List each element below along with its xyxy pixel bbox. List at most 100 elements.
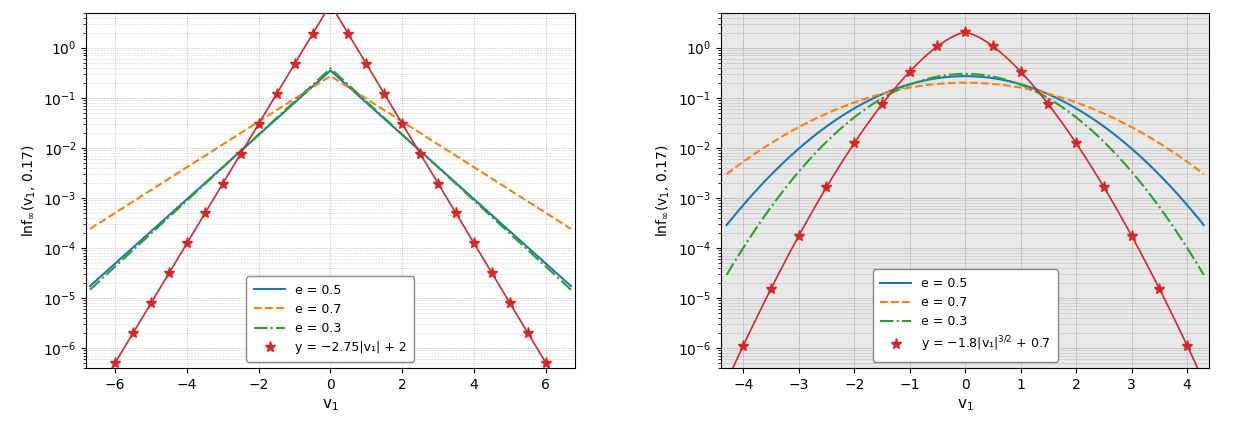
e = 0.3 <box>939 73 954 78</box>
e = 0.5 <box>951 74 966 79</box>
e = 0.7 <box>951 80 966 85</box>
e = 0.5 <box>323 68 338 73</box>
y = −2.75|v₁| + 2 <box>269 91 284 96</box>
y = −1.8|v₁|$^{3/2}$ + 0.7 <box>1013 69 1028 74</box>
y = −2.75|v₁| + 2 <box>395 121 410 126</box>
y = −1.8|v₁|$^{3/2}$ + 0.7 <box>1153 286 1167 291</box>
e = 0.7 <box>304 86 318 91</box>
y = −1.8|v₁|$^{3/2}$ + 0.7 <box>1124 233 1139 239</box>
y = −2.75|v₁| + 2 <box>305 32 320 37</box>
e = 0.7 <box>719 171 734 176</box>
y = −2.75|v₁| + 2 <box>521 330 536 335</box>
Line: e = 0.3: e = 0.3 <box>90 69 571 290</box>
y = −1.8|v₁|$^{3/2}$ + 0.7 <box>986 44 1001 49</box>
e = 0.5 <box>550 271 565 276</box>
e = 0.7 <box>316 78 331 83</box>
y = −1.8|v₁|$^{3/2}$ + 0.7 <box>875 102 890 107</box>
e = 0.3 <box>316 72 331 77</box>
e = 0.7 <box>549 217 564 222</box>
e = 0.5 <box>939 74 954 80</box>
y = −2.75|v₁| + 2 <box>323 2 338 7</box>
e = 0.7 <box>1197 171 1212 176</box>
y = −1.8|v₁|$^{3/2}$ + 0.7 <box>1097 184 1112 190</box>
y = −2.75|v₁| + 2 <box>413 151 428 156</box>
Line: e = 0.3: e = 0.3 <box>727 74 1204 275</box>
e = 0.5 <box>107 261 122 266</box>
e = 0.7 <box>1182 161 1197 166</box>
y = −2.75|v₁| + 2 <box>341 32 355 37</box>
e = 0.3 <box>1182 250 1197 255</box>
Line: e = 0.5: e = 0.5 <box>90 71 571 286</box>
y = −2.75|v₁| + 2 <box>431 181 445 186</box>
e = 0.5 <box>462 192 476 197</box>
e = 0.3 <box>549 275 564 280</box>
e = 0.3 <box>462 193 476 198</box>
e = 0.3 <box>83 287 97 292</box>
e = 0.3 <box>1197 272 1212 277</box>
y = −1.8|v₁|$^{3/2}$ + 0.7 <box>1180 343 1195 348</box>
y = −1.8|v₁|$^{3/2}$ + 0.7 <box>1041 102 1056 107</box>
Line: e = 0.7: e = 0.7 <box>90 76 571 229</box>
Line: e = 0.5: e = 0.5 <box>727 76 1204 225</box>
y = −2.75|v₁| + 2 <box>90 390 105 396</box>
e = 0.3 <box>958 71 972 77</box>
e = 0.7 <box>462 162 476 167</box>
y = −2.75|v₁| + 2 <box>233 151 248 156</box>
y = −1.8|v₁|$^{3/2}$ + 0.7 <box>930 44 945 49</box>
y = −1.8|v₁|$^{3/2}$ + 0.7 <box>735 343 750 348</box>
e = 0.3 <box>107 265 122 270</box>
y = −2.75|v₁| + 2 <box>252 121 267 126</box>
e = 0.3 <box>719 272 734 277</box>
y = −2.75|v₁| + 2 <box>502 301 517 306</box>
y = −1.8|v₁|$^{3/2}$ + 0.7 <box>791 233 806 239</box>
e = 0.3 <box>323 66 338 71</box>
y = −1.8|v₁|$^{3/2}$ + 0.7 <box>958 30 972 35</box>
e = 0.5 <box>1182 206 1197 211</box>
e = 0.3 <box>1095 138 1109 143</box>
Legend: e = 0.5, e = 0.7, e = 0.3, y = −2.75|v₁| + 2: e = 0.5, e = 0.7, e = 0.3, y = −2.75|v₁|… <box>247 276 415 362</box>
e = 0.7 <box>958 80 972 85</box>
y = −2.75|v₁| + 2 <box>143 301 158 306</box>
e = 0.7 <box>550 218 565 223</box>
Y-axis label: lnf$_{\infty}$(v$_1$, 0.17): lnf$_{\infty}$(v$_1$, 0.17) <box>20 144 37 236</box>
e = 0.5 <box>719 222 734 228</box>
y = −2.75|v₁| + 2 <box>288 61 302 66</box>
y = −2.75|v₁| + 2 <box>107 360 122 365</box>
e = 0.3 <box>550 275 565 280</box>
y = −2.75|v₁| + 2 <box>126 330 141 335</box>
e = 0.5 <box>316 74 331 79</box>
e = 0.7 <box>323 74 338 79</box>
y = −1.8|v₁|$^{3/2}$ + 0.7 <box>764 286 779 291</box>
e = 0.7 <box>744 154 759 159</box>
Line: y = −2.75|v₁| + 2: y = −2.75|v₁| + 2 <box>91 0 569 398</box>
y = −2.75|v₁| + 2 <box>197 211 212 216</box>
X-axis label: v$_1$: v$_1$ <box>956 397 974 413</box>
y = −2.75|v₁| + 2 <box>466 241 481 246</box>
X-axis label: v$_1$: v$_1$ <box>322 397 339 413</box>
y = −1.8|v₁|$^{3/2}$ + 0.7 <box>847 140 861 146</box>
y = −1.8|v₁|$^{3/2}$ + 0.7 <box>1069 140 1083 146</box>
e = 0.7 <box>1182 162 1197 167</box>
y = −2.75|v₁| + 2 <box>162 271 176 276</box>
y = −2.75|v₁| + 2 <box>376 91 391 96</box>
y = −2.75|v₁| + 2 <box>449 211 464 216</box>
y = −2.75|v₁| + 2 <box>216 181 231 186</box>
e = 0.5 <box>564 283 579 288</box>
y = −2.75|v₁| + 2 <box>538 360 553 365</box>
y = −2.75|v₁| + 2 <box>557 390 571 396</box>
y = −1.8|v₁|$^{3/2}$ + 0.7 <box>902 69 917 74</box>
Legend: e = 0.5, e = 0.7, e = 0.3, y = −1.8|v₁|$^{3/2}$ + 0.7: e = 0.5, e = 0.7, e = 0.3, y = −1.8|v₁|$… <box>872 269 1058 362</box>
e = 0.3 <box>564 287 579 292</box>
Line: y = −1.8|v₁|$^{3/2}$ + 0.7: y = −1.8|v₁|$^{3/2}$ + 0.7 <box>738 27 1193 351</box>
e = 0.7 <box>1095 110 1109 115</box>
e = 0.5 <box>1095 123 1109 128</box>
e = 0.5 <box>744 194 759 199</box>
e = 0.5 <box>958 74 972 79</box>
Y-axis label: lnf$_{\infty}$(v$_1$, 0.17): lnf$_{\infty}$(v$_1$, 0.17) <box>655 144 673 236</box>
e = 0.5 <box>549 271 564 276</box>
e = 0.7 <box>564 226 579 231</box>
e = 0.3 <box>744 233 759 239</box>
e = 0.3 <box>304 84 318 89</box>
e = 0.7 <box>107 211 122 216</box>
e = 0.5 <box>1182 206 1197 211</box>
